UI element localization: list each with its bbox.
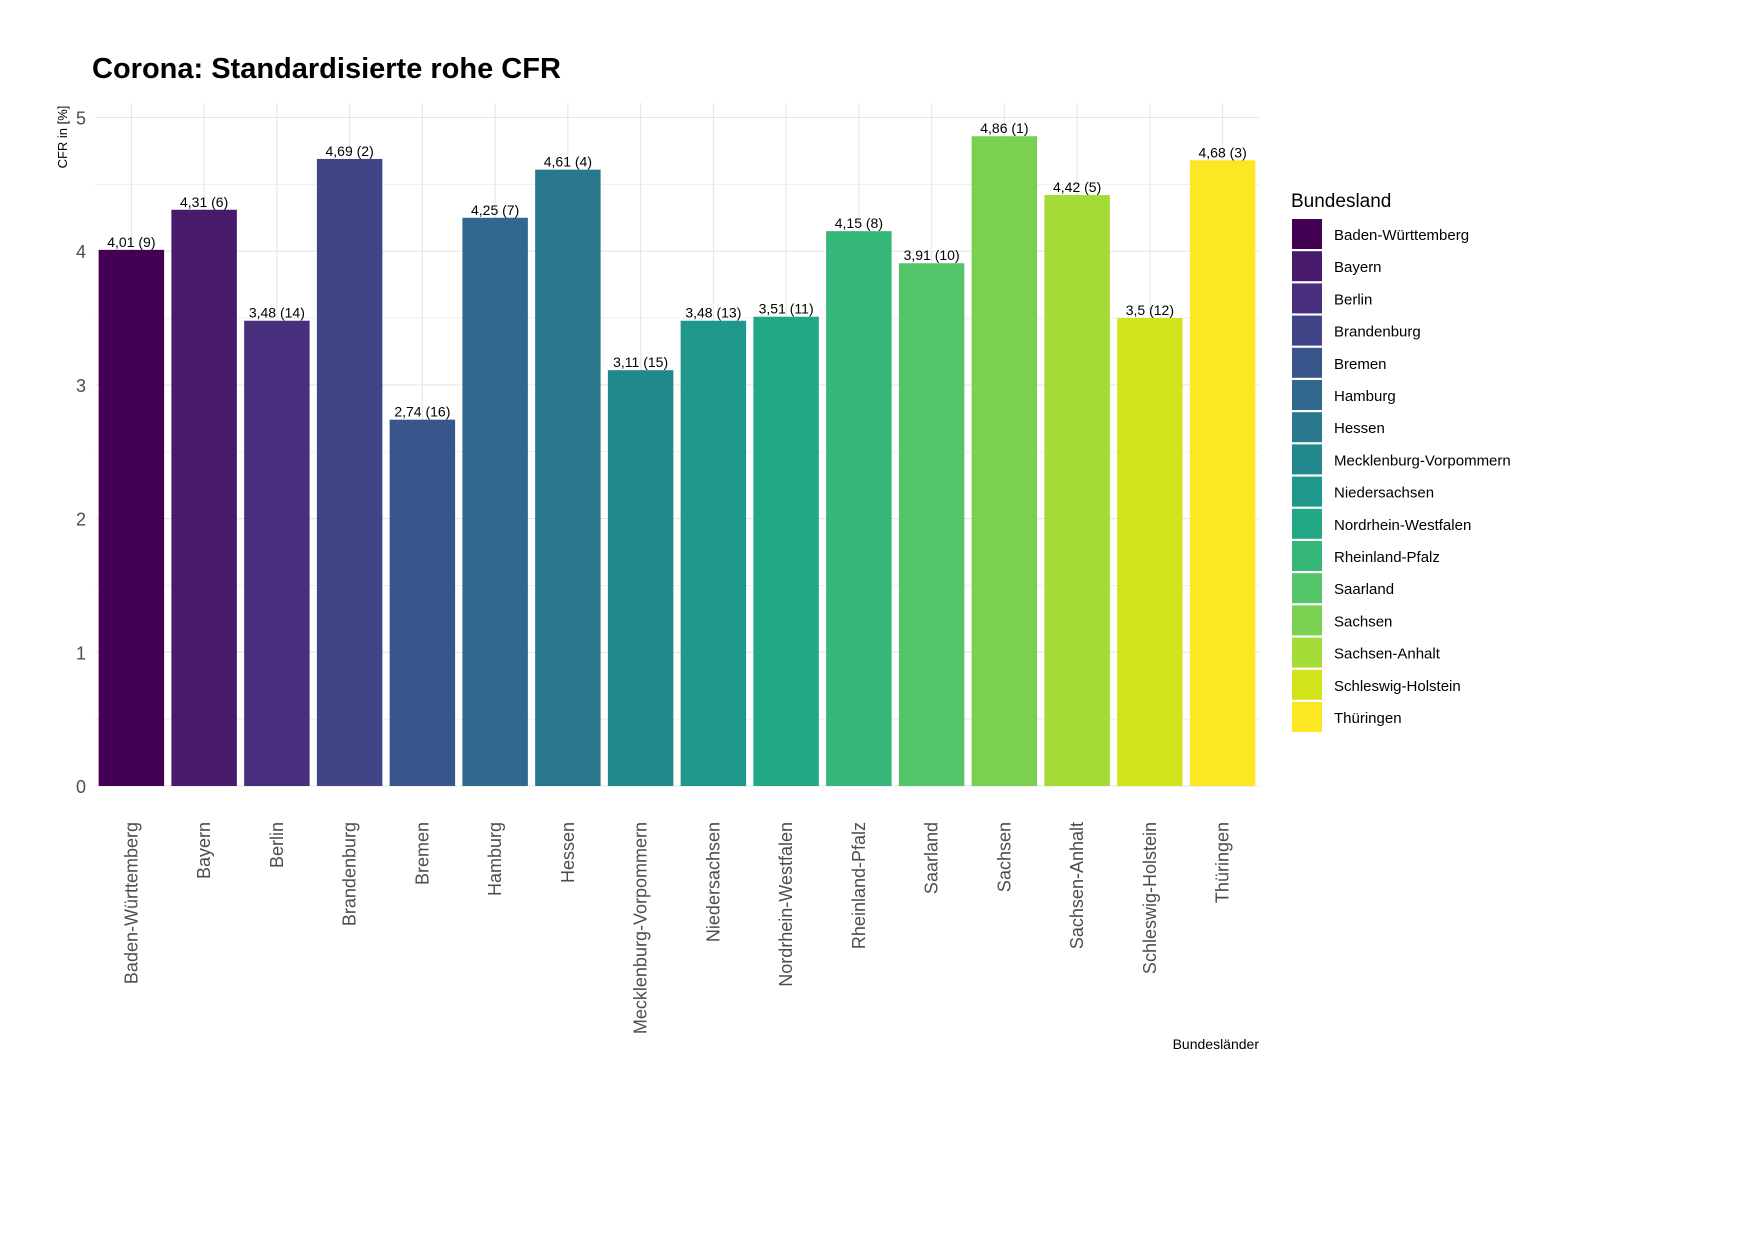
data-label: 4,69 (2) <box>326 143 374 159</box>
bars <box>98 136 1256 787</box>
legend-swatch <box>1292 573 1322 604</box>
bar <box>535 169 601 786</box>
bar-chart: 4,01 (9) 4,31 (6) 3,48 (14) 4,69 (2) 2,74 (1… <box>55 53 1511 1052</box>
bar <box>826 231 892 786</box>
legend-title: Bundesland <box>1291 191 1391 212</box>
chart-title: Corona: Standardisierte rohe CFR <box>92 53 561 85</box>
legend-swatch <box>1292 476 1322 507</box>
y-tick-label: 4 <box>76 242 86 262</box>
x-tick-label: Sachsen <box>994 822 1014 892</box>
legend-swatch <box>1292 219 1322 249</box>
legend-label: Berlin <box>1334 291 1372 308</box>
x-tick-label: Hessen <box>558 822 578 883</box>
x-tick-label: Saarland <box>922 822 942 894</box>
legend-label: Mecklenburg-Vorpommern <box>1334 452 1511 469</box>
legend-swatch <box>1292 702 1322 732</box>
legend-swatch <box>1292 637 1322 668</box>
data-label: 3,91 (10) <box>904 247 960 263</box>
legend-items: Baden-Württemberg Bayern Berlin Brandenburg… <box>1292 219 1511 732</box>
bar <box>971 136 1038 786</box>
x-tick-label: Brandenburg <box>340 822 360 926</box>
legend-label: Thüringen <box>1334 710 1402 727</box>
data-label: 4,68 (3) <box>1199 144 1247 160</box>
x-tick-label: Hamburg <box>485 822 505 896</box>
legend-label: Niedersachsen <box>1334 485 1434 502</box>
legend-swatch <box>1292 605 1322 636</box>
x-tick-label: Bayern <box>194 822 214 879</box>
bar <box>607 370 674 786</box>
legend-label: Hessen <box>1334 420 1385 437</box>
legend-swatch <box>1292 508 1322 539</box>
y-axis-label: CFR in [%] <box>55 106 70 169</box>
legend-label: Schleswig-Holstein <box>1334 678 1461 695</box>
legend-label: Bayern <box>1334 259 1382 276</box>
x-tick-label: Berlin <box>267 822 287 868</box>
data-label: 2,74 (16) <box>394 404 450 420</box>
bar <box>898 263 965 786</box>
data-label: 3,48 (14) <box>249 305 305 321</box>
legend-label: Bremen <box>1334 356 1387 373</box>
legend-swatch <box>1292 380 1322 410</box>
y-tick-label: 2 <box>76 510 86 530</box>
bar <box>389 419 456 786</box>
legend-swatch <box>1292 347 1322 378</box>
bar <box>244 320 310 786</box>
x-axis-label: Bundesländer <box>1173 1036 1260 1052</box>
bar <box>1117 318 1183 786</box>
y-tick-label: 5 <box>76 109 86 129</box>
data-label: 4,86 (1) <box>980 120 1028 136</box>
legend-swatch <box>1292 315 1322 346</box>
legend-swatch <box>1292 412 1322 443</box>
x-tick-label: Sachsen-Anhalt <box>1067 822 1087 949</box>
data-label: 4,15 (8) <box>835 215 883 231</box>
legend-swatch <box>1292 541 1322 571</box>
y-axis-ticks: 0 1 2 3 4 5 <box>76 109 86 798</box>
bar <box>753 316 819 786</box>
legend-label: Saarland <box>1334 581 1394 598</box>
x-tick-label: Bremen <box>412 822 432 885</box>
x-tick-label: Thüringen <box>1213 822 1233 903</box>
bar <box>316 158 383 786</box>
data-label: 3,5 (12) <box>1126 302 1174 318</box>
legend-swatch <box>1292 669 1322 700</box>
data-label: 4,61 (4) <box>544 154 592 170</box>
legend-label: Sachsen-Anhalt <box>1334 646 1441 663</box>
x-tick-label: Baden-Württemberg <box>121 822 141 984</box>
bar <box>98 249 165 786</box>
y-tick-label: 1 <box>76 643 86 663</box>
bar <box>171 209 237 787</box>
data-label: 4,01 (9) <box>107 234 155 250</box>
legend-label: Brandenburg <box>1334 324 1421 341</box>
x-tick-label: Niedersachsen <box>703 822 723 942</box>
data-label: 4,31 (6) <box>180 194 228 210</box>
data-label: 4,42 (5) <box>1053 179 1101 195</box>
x-tick-label: Mecklenburg-Vorpommern <box>631 822 651 1034</box>
bar <box>462 217 528 786</box>
y-tick-label: 0 <box>76 777 86 797</box>
y-tick-label: 3 <box>76 376 86 396</box>
bar <box>1189 160 1256 786</box>
legend-label: Sachsen <box>1334 613 1392 630</box>
legend-label: Rheinland-Pfalz <box>1334 549 1440 566</box>
legend-label: Baden-Württemberg <box>1334 227 1469 244</box>
legend-swatch <box>1292 444 1322 475</box>
data-label: 3,51 (11) <box>759 301 814 317</box>
x-axis-ticks: Baden-Württemberg Bayern Berlin Brandenburg… <box>121 822 1232 1034</box>
bar <box>1044 195 1110 786</box>
x-tick-label: Nordrhein-Westfalen <box>776 822 796 987</box>
data-label: 3,11 (15) <box>613 354 668 370</box>
x-tick-label: Rheinland-Pfalz <box>849 822 869 949</box>
data-labels: 4,01 (9) 4,31 (6) 3,48 (14) 4,69 (2) 2,74 (1… <box>107 120 1247 419</box>
data-label: 4,25 (7) <box>471 202 519 218</box>
data-label: 3,48 (13) <box>685 305 741 321</box>
legend-label: Hamburg <box>1334 388 1396 405</box>
x-tick-label: Schleswig-Holstein <box>1140 822 1160 974</box>
legend-swatch <box>1292 283 1322 314</box>
legend-swatch <box>1292 251 1322 282</box>
bar <box>680 320 747 786</box>
legend-label: Nordrhein-Westfalen <box>1334 517 1471 534</box>
legend: Bundesland Baden-Württemberg Bayern Berlin… <box>1291 191 1511 732</box>
